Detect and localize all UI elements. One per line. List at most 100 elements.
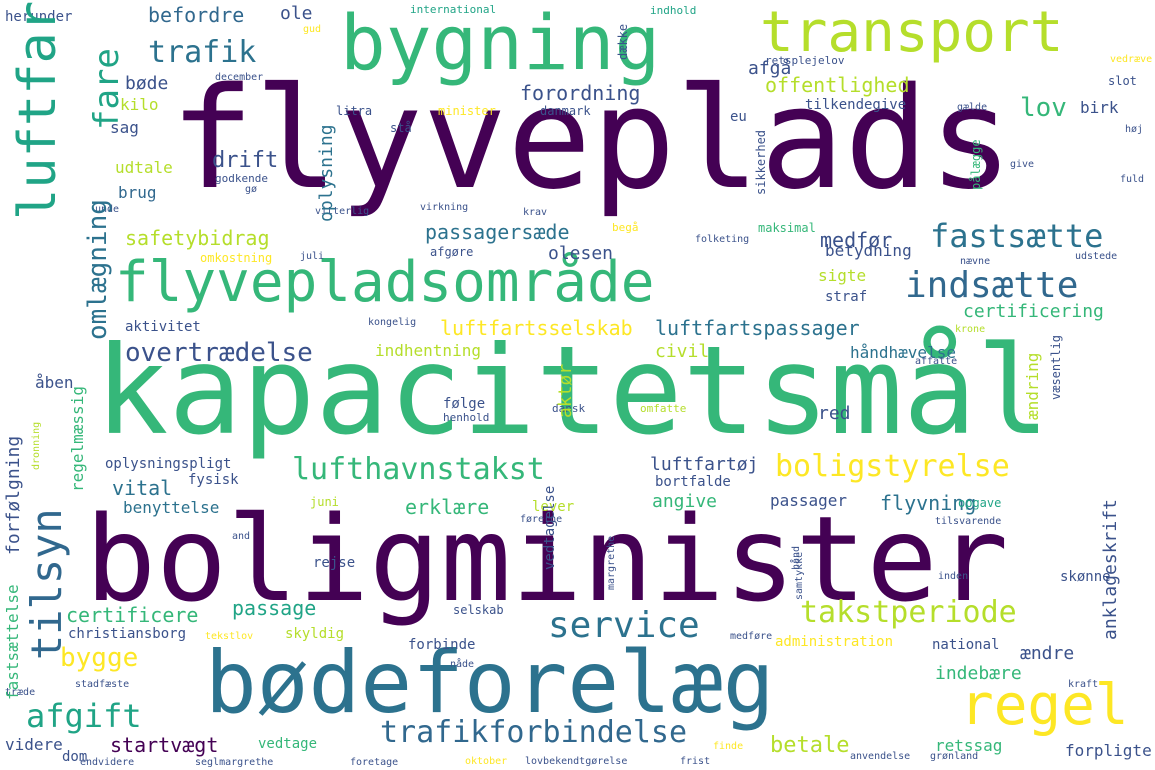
word-frist: frist [680, 756, 711, 767]
word-grønland: grønland [930, 751, 979, 762]
word-indhold: indhold [650, 4, 697, 17]
word-forbinde: forbinde [408, 637, 476, 653]
word-finde: finde [713, 741, 744, 752]
word-krone: krone [955, 324, 986, 335]
word-rejse: rejse [313, 555, 356, 571]
word-oplysning: oplysning [316, 124, 337, 222]
word-åben: åben [35, 373, 74, 392]
word-nævne: nævne [960, 256, 991, 267]
word-flyveplads: flyveplads [170, 58, 1013, 221]
word-anklageskrift: anklageskrift [1100, 499, 1121, 640]
word-pålægge: pålægge [969, 139, 983, 190]
word-dronning: dronning [31, 421, 42, 470]
word-offentlighed: offentlighed [765, 73, 910, 97]
word-væsentlig: væsentlig [1049, 334, 1063, 400]
word-omlægning: omlægning [83, 199, 113, 340]
word-international: international [410, 3, 497, 16]
word-hånd: hånd [791, 545, 802, 570]
word-flyvepladsområde: flyvepladsområde [115, 250, 655, 315]
word-lufthavnstakst: lufthavnstakst [292, 452, 545, 487]
word-ændring: ændring [1023, 352, 1042, 420]
word-erklære: erklære [405, 495, 490, 519]
word-passage: passage [232, 596, 317, 620]
word-ole: ole [280, 3, 313, 24]
word-luftfart: luftfart [8, 0, 68, 220]
word-kilo: kilo [120, 95, 159, 114]
word-vedræve: vedræve [1110, 54, 1153, 65]
word-tilsvarende: tilsvarende [935, 516, 1002, 527]
word-national: national [932, 637, 1000, 653]
word-minister: minister [438, 104, 496, 118]
word-christiansborg: christiansborg [68, 626, 187, 642]
word-ændre: ændre [1020, 643, 1075, 664]
word-befordre: befordre [148, 3, 245, 27]
word-margrethe: margrethe [606, 535, 617, 590]
word-december: december [215, 72, 264, 83]
word-krav: krav [523, 207, 548, 218]
word-give: give [1010, 159, 1035, 170]
word-nåde: nåde [450, 659, 475, 670]
word-aktivitet: aktivitet [125, 319, 201, 335]
word-straf: straf [825, 289, 868, 305]
word-stadfæste: stadfæste [75, 679, 130, 690]
word-bødeforelæg: bødeforelæg [205, 633, 775, 733]
word-førerne: førerne [520, 514, 563, 525]
word-litra: litra [336, 104, 373, 118]
word-affatte: affatte [915, 356, 958, 367]
word-birk: birk [1080, 98, 1119, 117]
word-selskab: selskab [453, 603, 504, 617]
word-luftfartspassager: luftfartspassager [655, 316, 860, 340]
word-benyttelse: benyttelse [123, 498, 220, 517]
word-foretage: foretage [350, 757, 399, 768]
word-endvidere: endvidere [80, 757, 135, 768]
word-opgave: opgave [958, 496, 1002, 510]
word-dansk: dansk [552, 402, 586, 415]
word-kapacitetsmål: kapacitetsmål [95, 320, 1050, 462]
word-omfatte: omfatte [640, 402, 687, 415]
word-dække: dække [616, 23, 630, 60]
word-juli: juli [300, 251, 325, 262]
word-inden: inden [938, 571, 969, 582]
word-fysisk: fysisk [188, 472, 239, 488]
word-maksimal: maksimal [758, 221, 816, 235]
word-afgøre: afgøre [430, 245, 474, 259]
word-forpligte: forpligte [1065, 741, 1152, 760]
word-følge: følge [443, 396, 486, 412]
word-vedtagelse: vedtagelse [542, 485, 558, 570]
word-folketing: folketing [695, 234, 750, 245]
word-certificering: certificering [963, 301, 1104, 322]
word-herunder: herunder [5, 9, 73, 25]
word-omkostning: omkostning [200, 251, 273, 265]
word-indebære: indebære [935, 663, 1022, 684]
word-afgift: afgift [26, 697, 142, 735]
word-kraft: kraft [1068, 679, 1099, 690]
word-gud: gud [303, 24, 322, 35]
word-gælde: gælde [957, 102, 988, 113]
word-and: and [232, 531, 251, 542]
word-oktober: oktober [465, 756, 508, 767]
word-danmark: danmark [540, 104, 591, 118]
word-civil: civil [655, 341, 710, 362]
word-indsætte: indsætte [905, 265, 1079, 306]
word-boligminister: boligminister [85, 490, 1009, 628]
word-lever: lever [532, 499, 575, 515]
word-tekstlov: tekstlov [205, 631, 254, 642]
word-boligstyrelse: boligstyrelse [775, 449, 1010, 484]
word-skønne: skønne [1060, 569, 1111, 585]
word-juni: juni [310, 495, 339, 509]
word-anvendelse: anvendelse [850, 751, 911, 762]
word-vedtage: vedtage [258, 736, 318, 752]
word-fare: fare [87, 48, 127, 130]
word-vitterlig: vitterlig [315, 206, 370, 217]
word-begå: begå [612, 221, 639, 234]
word-forfølgning: forfølgning [3, 435, 24, 555]
word-regel: regel [960, 673, 1129, 738]
word-retssag: retssag [935, 736, 1003, 755]
word-skyldig: skyldig [285, 626, 345, 642]
word-passagersæde: passagersæde [425, 220, 570, 244]
word-sag: sag [110, 118, 139, 137]
word-indhentning: indhentning [375, 341, 481, 360]
word-virkning: virkning [420, 202, 469, 213]
word-stå: stå [390, 121, 412, 135]
word-medføre: medføre [730, 631, 773, 642]
